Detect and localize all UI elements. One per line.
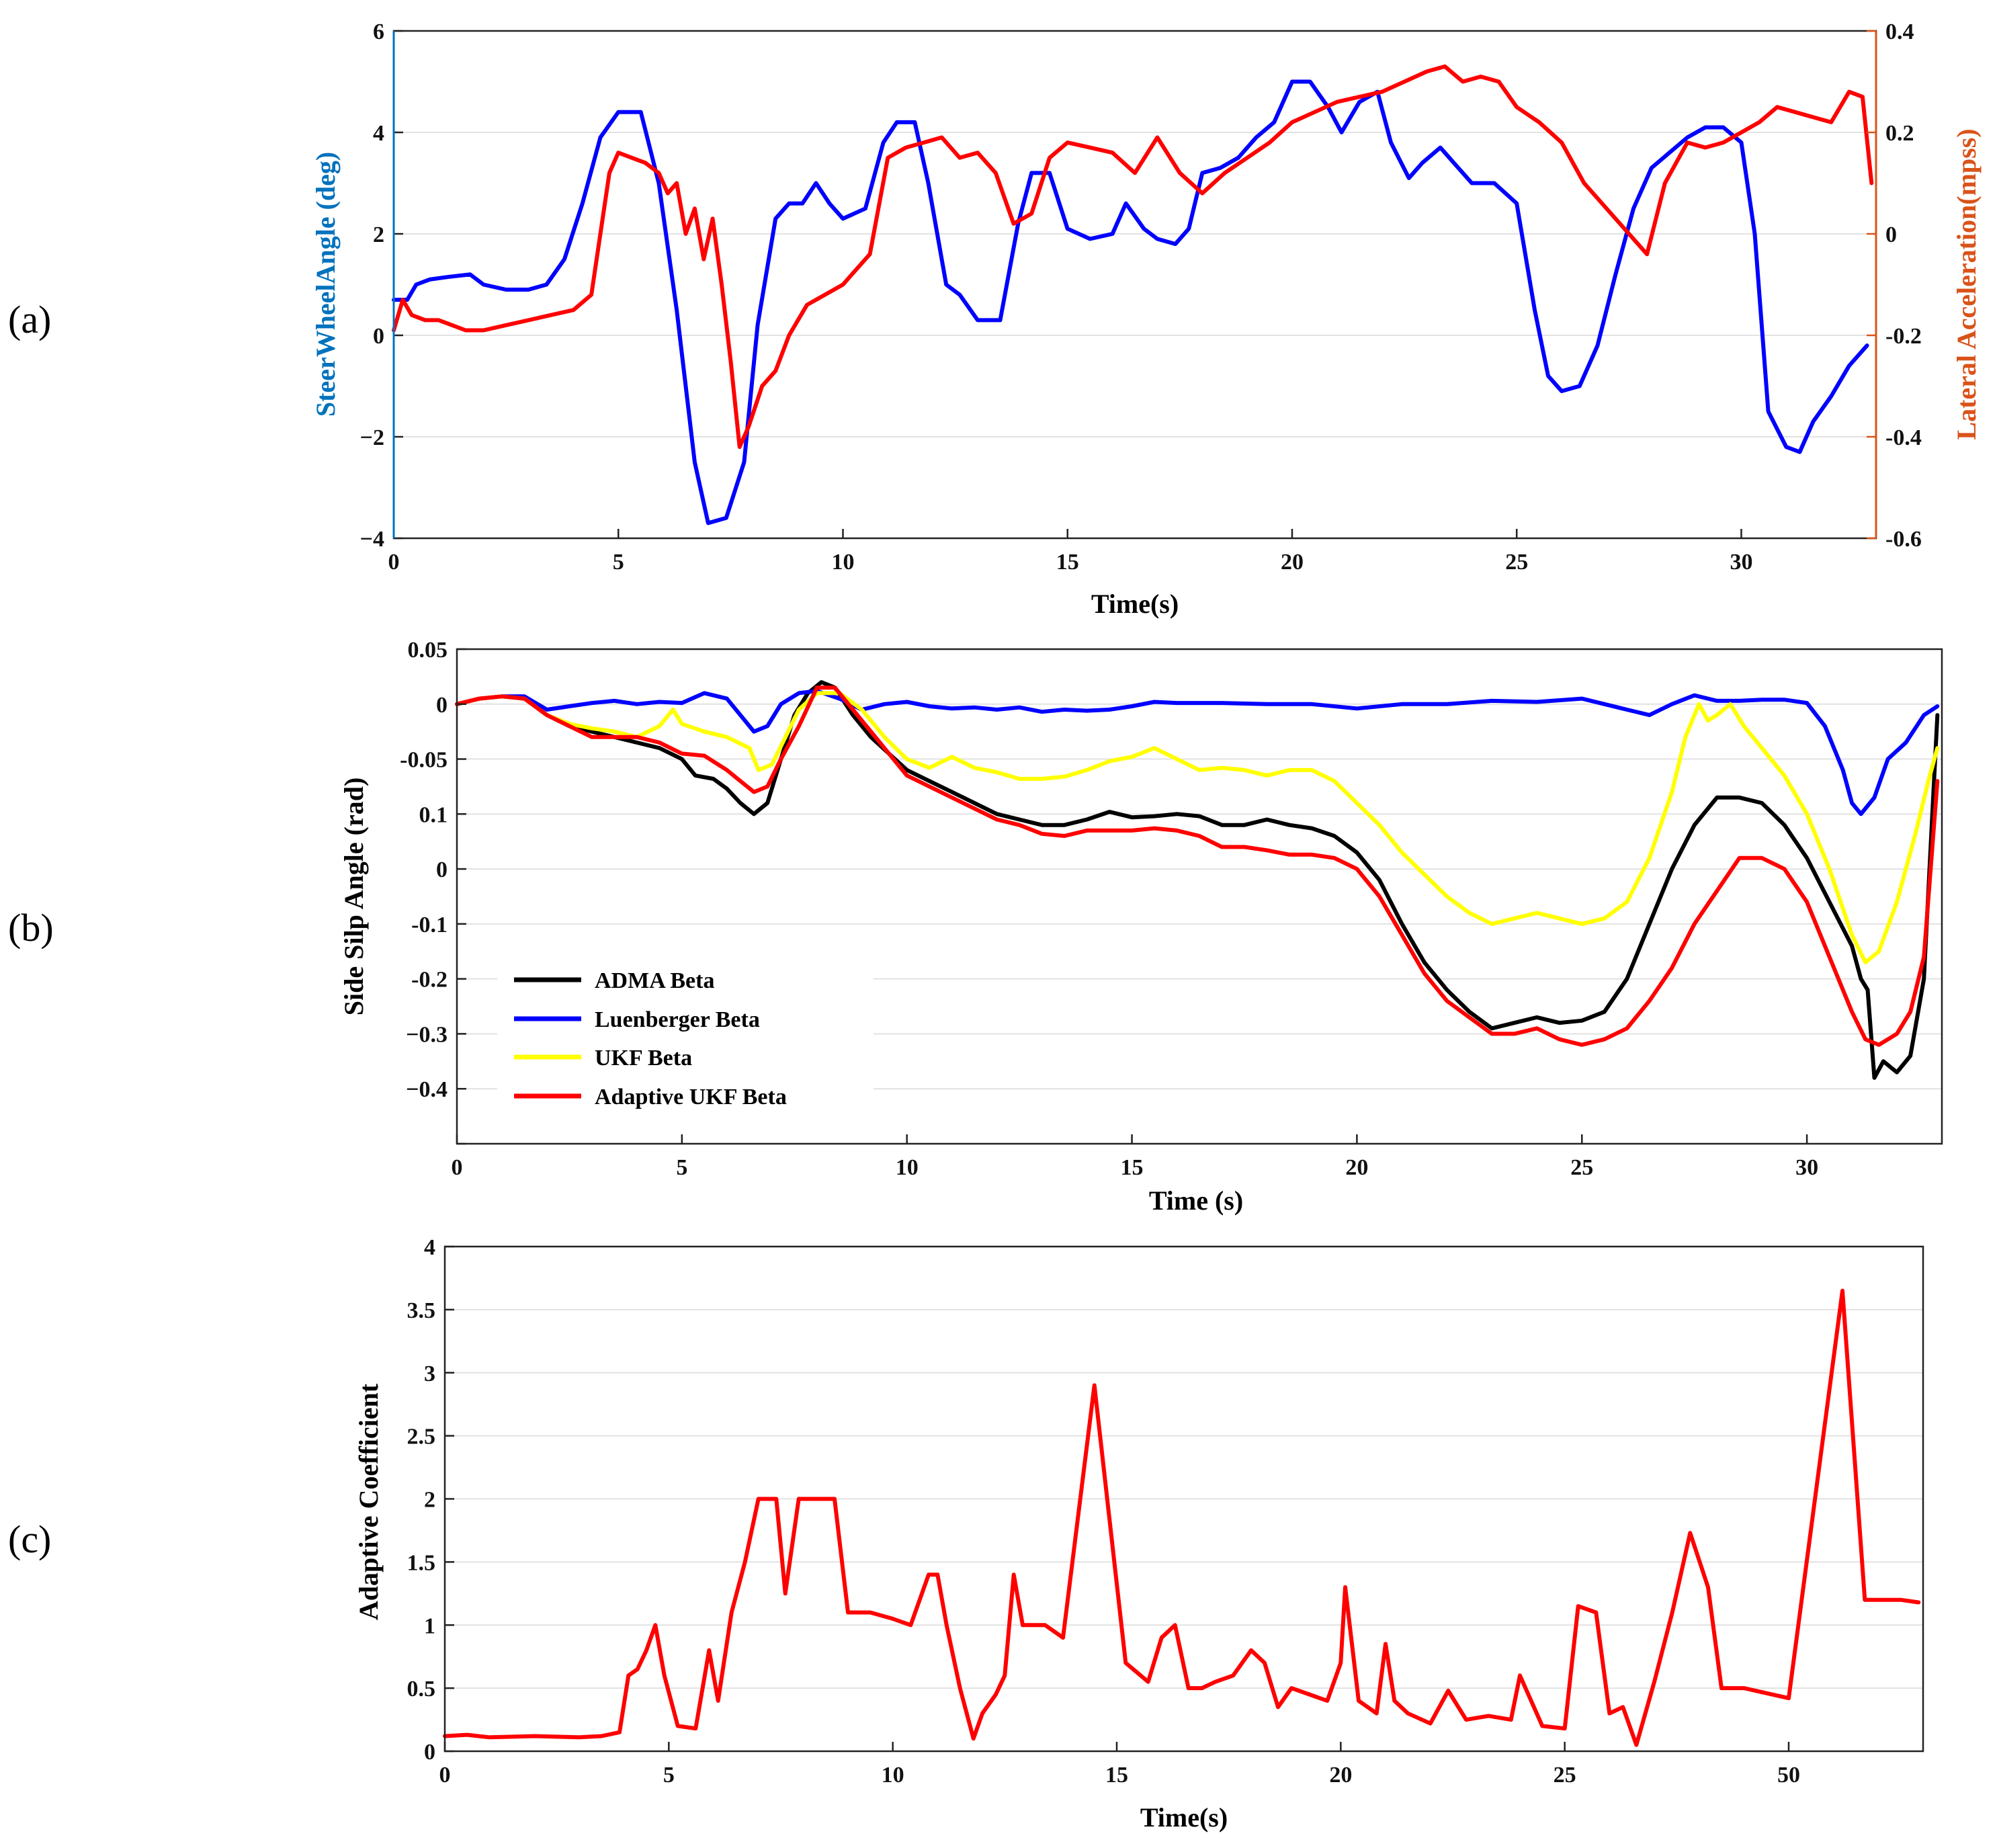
chart-c-x-tick-label-5: 25 bbox=[1554, 1763, 1576, 1788]
panel-a: (a) 0 5 10 15 20 25 30 −4 −2 0 2 4 6 -0.6 -0.4 -0.2 0 0.2… bbox=[8, 19, 1982, 619]
chart-c-y-tick-label-7: 3.5 bbox=[407, 1298, 436, 1323]
chart-a-series bbox=[392, 64, 1874, 526]
chart-a-x-tick-label-4: 20 bbox=[1281, 550, 1304, 575]
chart-a-right-tick-label-2: -0.2 bbox=[1885, 324, 1922, 349]
chart-b-x-tick-label-5: 25 bbox=[1570, 1155, 1593, 1180]
chart-c-series-adaptive-coefficient bbox=[443, 1288, 1921, 1747]
chart-b-y-tick-label-6: -0.2 bbox=[411, 968, 448, 993]
chart-a-right-tick-label-3: 0 bbox=[1885, 222, 1897, 247]
chart-a-plot-frame bbox=[392, 30, 1877, 540]
chart-b-y-tick-label-7: −0.3 bbox=[406, 1022, 448, 1047]
chart-c-x-tick-label-4: 20 bbox=[1329, 1763, 1352, 1788]
chart-a-right-tick-label-0: -0.6 bbox=[1885, 527, 1922, 552]
chart-c-x-tick-label-3: 15 bbox=[1105, 1763, 1128, 1788]
chart-b-series-adaptive-ukf-beta bbox=[455, 685, 1940, 1047]
chart-c-y-tick-label-2: 1 bbox=[424, 1613, 435, 1638]
legend-label-adaptive-ukf: Adaptive UKF Beta bbox=[595, 1085, 787, 1109]
legend-label-ukf: UKF Beta bbox=[595, 1046, 692, 1070]
chart-b-x-tick-label-4: 20 bbox=[1345, 1155, 1368, 1180]
chart-c-x-tick-label-2: 10 bbox=[882, 1763, 904, 1788]
chart-c-y-tick-label-0: 0 bbox=[424, 1740, 435, 1765]
chart-a-y-tick-label-5: 6 bbox=[373, 19, 384, 44]
chart-a-x-tick-label-6: 30 bbox=[1730, 550, 1752, 575]
chart-a-ticks: 0 5 10 15 20 25 30 −4 −2 0 2 4 6 -0.6 -0.4 -0.2 0 0.2 0.4 bbox=[360, 19, 1922, 575]
panel-label-b: (b) bbox=[8, 906, 54, 950]
chart-b-y-tick-label-0: 0.05 bbox=[408, 638, 448, 663]
chart-a-x-tick-label-1: 5 bbox=[613, 550, 624, 575]
chart-b-x-tick-label-2: 10 bbox=[896, 1155, 919, 1180]
chart-a-y-tick-label-2: 0 bbox=[373, 324, 384, 349]
chart-a-grid bbox=[394, 30, 1876, 539]
panel-label-a: (a) bbox=[8, 298, 51, 341]
chart-a-series-steerwheelangle bbox=[392, 79, 1869, 526]
chart-b-x-tick-label-0: 0 bbox=[452, 1155, 463, 1180]
chart-c-y-tick-label-4: 2 bbox=[424, 1488, 435, 1513]
chart-b-y-tick-label-1: 0 bbox=[436, 693, 448, 718]
chart-b-series-luenberger-beta bbox=[455, 689, 1940, 816]
chart-a-x-axis-label: Time(s) bbox=[1091, 589, 1179, 619]
chart-b-y-tick-label-2: -0.05 bbox=[400, 748, 448, 773]
chart-a-x-tick-label-0: 0 bbox=[388, 550, 400, 575]
chart-a-right-tick-label-5: 0.4 bbox=[1885, 19, 1914, 44]
chart-a-left-axis-label: SteerWheelAngle (deg) bbox=[310, 152, 341, 417]
chart-a-y-tick-label-1: −2 bbox=[360, 425, 384, 450]
chart-c-x-tick-label-6: 50 bbox=[1777, 1763, 1800, 1788]
chart-b-x-tick-label-6: 30 bbox=[1795, 1155, 1818, 1180]
chart-b-series-adma-beta bbox=[455, 680, 1940, 1080]
legend-label-adma: ADMA Beta bbox=[595, 968, 714, 993]
chart-a-y-tick-label-4: 4 bbox=[373, 121, 384, 146]
panel-b: (b) 0 5 10 15 20 25 30 0.05 0 -0.05 0.1 0 -0.1 -0.2 −0… bbox=[8, 638, 1943, 1216]
chart-a-series-lateral-acceleration bbox=[392, 64, 1874, 450]
chart-b-y-tick-label-3: 0.1 bbox=[419, 802, 448, 827]
chart-a-right-tick-label-4: 0.2 bbox=[1885, 121, 1914, 146]
chart-b-y-axis-label: Side Silp Angle (rad) bbox=[339, 778, 369, 1016]
chart-c-y-tick-label-3: 1.5 bbox=[407, 1550, 436, 1575]
chart-a-x-tick-label-2: 10 bbox=[831, 550, 854, 575]
chart-c-y-axis-label: Adaptive Coefficient bbox=[353, 1383, 384, 1620]
chart-b-ticks: 0 5 10 15 20 25 30 0.05 0 -0.05 0.1 0 -0.1 -0.2 −0.3 −0… bbox=[400, 638, 1818, 1180]
chart-b-x-tick-label-1: 5 bbox=[676, 1155, 687, 1180]
chart-b-y-tick-label-8: −0.4 bbox=[406, 1077, 448, 1102]
chart-a-y-tick-label-3: 2 bbox=[373, 222, 384, 247]
chart-b-x-tick-label-3: 15 bbox=[1121, 1155, 1144, 1180]
panel-c: (c) 0 5 10 15 20 25 50 0 0.5 1 1.5 2 2.5 3 3.5 4 Time(s… bbox=[8, 1235, 1924, 1833]
chart-b-y-tick-label-5: -0.1 bbox=[411, 913, 448, 937]
chart-a-y-tick-label-0: −4 bbox=[360, 527, 384, 552]
chart-a-right-axis-label: Lateral Acceleration(mpss) bbox=[1951, 128, 1982, 439]
chart-b-x-axis-label: Time (s) bbox=[1149, 1185, 1243, 1216]
chart-c-y-tick-label-1: 0.5 bbox=[407, 1677, 436, 1702]
chart-c-x-axis-label: Time(s) bbox=[1140, 1802, 1228, 1833]
chart-c-y-tick-label-5: 2.5 bbox=[407, 1425, 436, 1450]
chart-c-x-tick-label-1: 5 bbox=[663, 1763, 675, 1788]
chart-b-series-ukf-beta bbox=[455, 691, 1940, 965]
chart-a-x-tick-label-5: 25 bbox=[1505, 550, 1528, 575]
chart-b-y-tick-label-4: 0 bbox=[436, 857, 448, 882]
chart-b-legend: ADMA Beta Luenberger Beta UKF Beta Adapt… bbox=[497, 954, 874, 1122]
chart-b-series bbox=[455, 680, 1940, 1080]
chart-c-y-tick-label-8: 4 bbox=[424, 1235, 435, 1260]
panel-label-c: (c) bbox=[8, 1517, 51, 1561]
chart-a-x-tick-label-3: 15 bbox=[1056, 550, 1079, 575]
chart-c-series bbox=[443, 1288, 1921, 1747]
chart-c-y-tick-label-6: 3 bbox=[424, 1361, 435, 1386]
chart-a-right-tick-label-1: -0.4 bbox=[1885, 425, 1922, 450]
chart-b-plot-frame bbox=[456, 648, 1943, 1145]
chart-c-ticks: 0 5 10 15 20 25 50 0 0.5 1 1.5 2 2.5 3 3.5 4 bbox=[407, 1235, 1801, 1788]
legend-label-luenberger: Luenberger Beta bbox=[595, 1007, 760, 1032]
chart-c-x-tick-label-0: 0 bbox=[439, 1763, 451, 1788]
